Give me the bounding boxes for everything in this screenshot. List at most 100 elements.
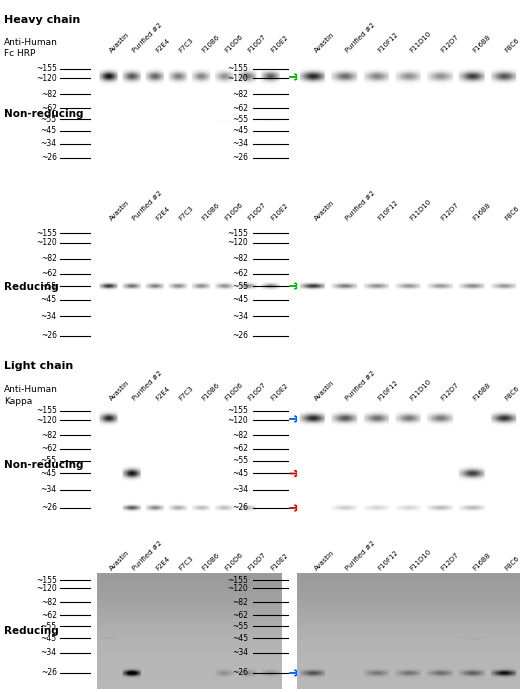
- Text: ~26: ~26: [41, 331, 57, 340]
- Text: ~26: ~26: [232, 331, 248, 340]
- Text: Avastin: Avastin: [313, 379, 336, 401]
- Text: ~45: ~45: [232, 127, 248, 136]
- Text: ~55: ~55: [41, 621, 57, 630]
- Text: ~120: ~120: [36, 416, 57, 425]
- Text: F2E4: F2E4: [155, 385, 171, 401]
- Text: ~120: ~120: [227, 416, 248, 425]
- Text: F10B6: F10B6: [201, 202, 221, 222]
- Text: Avastin: Avastin: [109, 199, 131, 222]
- Text: ~26: ~26: [41, 153, 57, 162]
- Text: ~26: ~26: [41, 504, 57, 513]
- Text: Avastin: Avastin: [109, 379, 131, 401]
- Text: ~55: ~55: [232, 621, 248, 630]
- Text: ~34: ~34: [41, 485, 57, 495]
- Text: F12D7: F12D7: [440, 201, 460, 222]
- Text: Purified #2: Purified #2: [345, 190, 377, 222]
- Text: F16B8: F16B8: [472, 381, 492, 401]
- Text: ~155: ~155: [36, 64, 57, 73]
- Text: ~45: ~45: [41, 634, 57, 643]
- Text: F10B6: F10B6: [201, 33, 221, 53]
- Text: F10F12: F10F12: [377, 199, 399, 222]
- Text: ~45: ~45: [41, 127, 57, 136]
- Text: ~120: ~120: [227, 73, 248, 82]
- Text: Non-reducing: Non-reducing: [4, 109, 83, 119]
- Text: F10D7: F10D7: [247, 201, 267, 222]
- Text: F10D6: F10D6: [224, 33, 244, 53]
- Text: F10E2: F10E2: [270, 382, 289, 401]
- Text: Avastin: Avastin: [109, 550, 131, 572]
- Text: F7C3: F7C3: [178, 205, 195, 222]
- Text: F2E4: F2E4: [155, 206, 171, 222]
- Text: ~120: ~120: [227, 238, 248, 247]
- Text: ~45: ~45: [41, 469, 57, 478]
- Text: F7C3: F7C3: [178, 37, 195, 53]
- Text: ~45: ~45: [232, 634, 248, 643]
- Text: F16B8: F16B8: [472, 202, 492, 222]
- Text: Avastin: Avastin: [313, 199, 336, 222]
- Text: ~55: ~55: [41, 115, 57, 124]
- Text: ~82: ~82: [41, 431, 57, 440]
- Text: ~120: ~120: [227, 584, 248, 593]
- Text: ~26: ~26: [232, 668, 248, 677]
- Text: F11D10: F11D10: [408, 199, 432, 222]
- Text: ~155: ~155: [227, 229, 248, 238]
- Text: Purified #2: Purified #2: [345, 370, 377, 401]
- Text: F16B8: F16B8: [472, 552, 492, 572]
- Text: Anti-Human
Kappa: Anti-Human Kappa: [4, 385, 58, 406]
- Text: Reducing: Reducing: [4, 626, 58, 636]
- Text: ~26: ~26: [41, 668, 57, 677]
- Text: ~34: ~34: [41, 139, 57, 148]
- Text: Purified #2: Purified #2: [345, 21, 377, 53]
- Text: F10D7: F10D7: [247, 33, 267, 53]
- Text: F11D10: F11D10: [408, 30, 432, 53]
- Text: F10D7: F10D7: [247, 552, 267, 572]
- Text: ~82: ~82: [232, 598, 248, 607]
- Text: F8C6: F8C6: [504, 385, 521, 401]
- Text: ~82: ~82: [232, 254, 248, 263]
- Text: F12D7: F12D7: [440, 33, 460, 53]
- Text: ~34: ~34: [232, 139, 248, 148]
- Text: ~82: ~82: [41, 254, 57, 263]
- Text: Avastin: Avastin: [109, 31, 131, 53]
- Text: F11D10: F11D10: [408, 549, 432, 572]
- Text: ~62: ~62: [232, 444, 248, 453]
- Text: ~62: ~62: [41, 444, 57, 453]
- Text: Avastin: Avastin: [313, 31, 336, 53]
- Text: ~55: ~55: [41, 456, 57, 465]
- Text: Reducing: Reducing: [4, 282, 58, 291]
- Text: ~155: ~155: [36, 406, 57, 415]
- Text: ~82: ~82: [41, 90, 57, 99]
- Text: ~45: ~45: [41, 295, 57, 304]
- Text: ~82: ~82: [232, 431, 248, 440]
- Text: ~120: ~120: [36, 238, 57, 247]
- Text: ~55: ~55: [232, 456, 248, 465]
- Text: ~155: ~155: [36, 229, 57, 238]
- Text: F8C6: F8C6: [504, 556, 521, 572]
- Text: ~62: ~62: [41, 269, 57, 278]
- Text: F10B6: F10B6: [201, 552, 221, 572]
- Text: F8C6: F8C6: [504, 37, 521, 53]
- Text: F10E2: F10E2: [270, 202, 289, 222]
- Text: ~155: ~155: [36, 576, 57, 585]
- Text: F10D6: F10D6: [224, 381, 244, 401]
- Text: F10E2: F10E2: [270, 34, 289, 53]
- Text: F11D10: F11D10: [408, 378, 432, 401]
- Text: F12D7: F12D7: [440, 381, 460, 401]
- Text: ~34: ~34: [41, 648, 57, 657]
- Text: F10D6: F10D6: [224, 201, 244, 222]
- Text: ~82: ~82: [232, 90, 248, 99]
- Text: Purified #2: Purified #2: [345, 540, 377, 572]
- Text: Purified #2: Purified #2: [132, 190, 164, 222]
- Text: Purified #2: Purified #2: [132, 370, 164, 401]
- Text: F10E2: F10E2: [270, 552, 289, 572]
- Text: Avastin: Avastin: [313, 550, 336, 572]
- Text: ~55: ~55: [232, 115, 248, 124]
- Text: ~62: ~62: [232, 610, 248, 619]
- Text: ~155: ~155: [227, 64, 248, 73]
- Text: ~26: ~26: [232, 504, 248, 513]
- Text: F10F12: F10F12: [377, 30, 399, 53]
- Text: ~62: ~62: [232, 104, 248, 113]
- Text: ~55: ~55: [41, 282, 57, 291]
- Text: F10D7: F10D7: [247, 381, 267, 401]
- Text: F7C3: F7C3: [178, 385, 195, 401]
